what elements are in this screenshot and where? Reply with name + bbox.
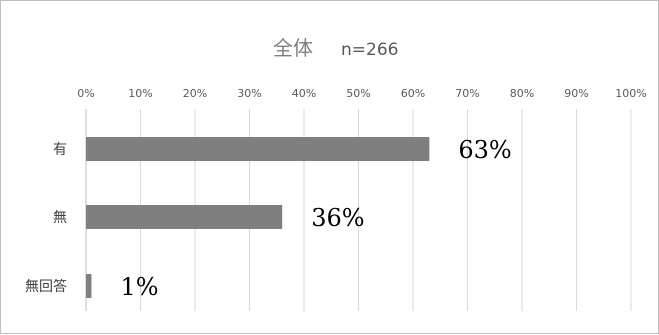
x-tick-label: 100% [615, 87, 646, 100]
category-label: 無回答 [25, 278, 67, 295]
x-tick-label: 40% [292, 87, 316, 100]
bars [86, 137, 430, 298]
chart-title: 全体 [273, 36, 313, 60]
bar [86, 205, 283, 229]
x-tick-label: 10% [128, 87, 152, 100]
category-label: 有 [53, 142, 67, 158]
x-tick-label: 50% [346, 87, 370, 100]
x-tick-label: 70% [455, 87, 479, 100]
x-tick-label: 0% [77, 87, 94, 100]
category-label: 無 [53, 210, 67, 226]
x-tick-label: 30% [237, 87, 261, 100]
x-tick-label: 80% [510, 87, 534, 100]
data-label: 1% [120, 273, 158, 301]
x-tick-label: 60% [401, 87, 425, 100]
chart-subtitle: n=266 [341, 40, 398, 60]
labels: 0% 10% 20% 30% 40% 50% 60% 70% 80% 90% 100% 有 63% 無 36… [25, 87, 647, 301]
x-tick-label: 90% [564, 87, 588, 100]
x-tick-label: 20% [183, 87, 207, 100]
bar [86, 137, 430, 161]
data-label: 63% [458, 136, 511, 164]
data-label: 36% [311, 204, 364, 232]
bar [86, 274, 92, 298]
chart-title-group: 全体 n=266 [273, 36, 398, 60]
